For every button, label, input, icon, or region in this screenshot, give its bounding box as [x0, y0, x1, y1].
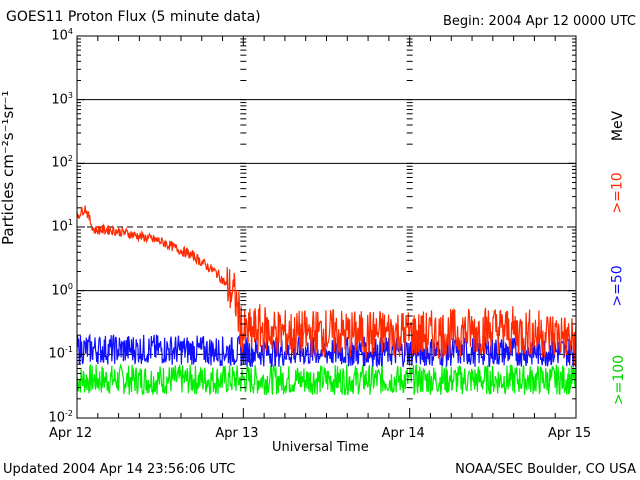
- y-tick-label: 10-2: [48, 409, 73, 426]
- series-line-gte50: [76, 333, 577, 369]
- x-tick-label: Apr 12: [49, 426, 93, 441]
- ticks-layer: [76, 35, 577, 419]
- x-tick-label: Apr 15: [548, 426, 592, 441]
- series-line-gte10: [76, 205, 577, 366]
- y-axis-label-text: Particles cm⁻²s⁻¹sr⁻¹: [0, 90, 17, 245]
- x-tick-label: Apr 13: [215, 426, 259, 441]
- legend-10mev: >=10: [609, 172, 626, 214]
- begin-time: Begin: 2004 Apr 12 0000 UTC: [442, 14, 636, 29]
- credit-label: NOAA/SEC Boulder, CO USA: [455, 462, 636, 477]
- y-tick-label: 100: [51, 281, 73, 298]
- updated-timestamp: Updated 2004 Apr 14 23:56:06 UTC: [3, 462, 236, 477]
- channel-unit-label: MeV: [610, 110, 627, 142]
- y-tick-label: 101: [51, 218, 73, 235]
- y-tick-label: 103: [51, 90, 73, 107]
- x-axis-label: Universal Time: [272, 440, 369, 455]
- x-tick-label: Apr 14: [381, 426, 425, 441]
- y-axis-label: Particles cm⁻²s⁻¹sr⁻¹: [0, 91, 17, 245]
- y-tick-label: 10-1: [48, 345, 73, 362]
- series-layer: [76, 205, 577, 397]
- legend-50mev: >=50: [609, 265, 626, 307]
- series-line-gte100: [76, 363, 577, 397]
- y-tick-label: 104: [51, 27, 73, 44]
- chart-title: GOES11 Proton Flux (5 minute data): [6, 9, 261, 25]
- legend-100mev: >=100: [611, 354, 628, 406]
- y-tick-label: 102: [51, 154, 73, 171]
